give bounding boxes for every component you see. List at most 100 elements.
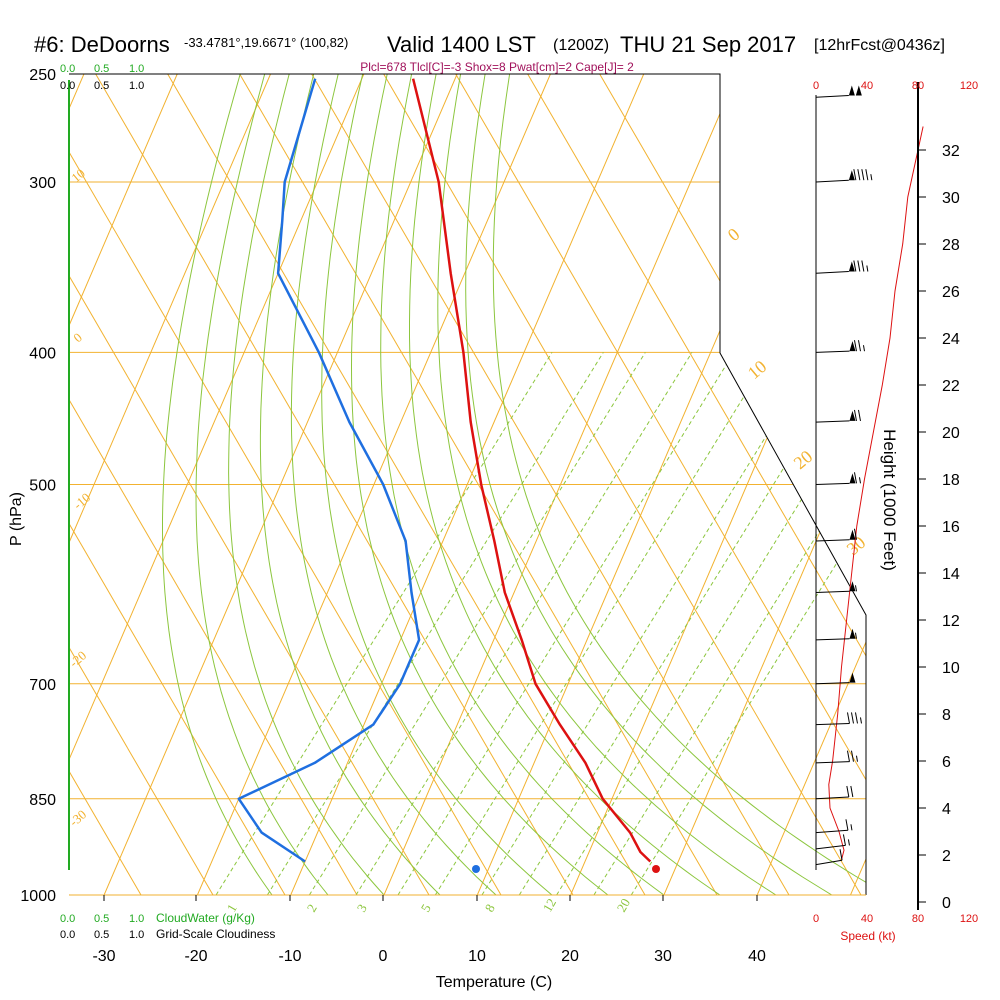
height-tick-label: 8 [942,707,951,724]
moist-adiabat-line [321,74,553,895]
dry-adiabat-line [432,74,866,895]
moist-adiabat-line [259,74,441,895]
cloudwater-scale-0: 0.0 [60,63,75,75]
wind-barb-staff [815,761,850,764]
thermo-grid [69,74,866,895]
height-tick-label: 18 [942,472,960,489]
isotherm-label: -10 [70,490,93,513]
wind-panel [815,85,924,870]
cloudwater-scale-bottom-0: 0.0 [60,913,75,925]
y-tick-label: 500 [29,478,56,495]
y-tick-label: 250 [29,67,56,84]
isotherm-label: 0 [724,224,744,245]
dry-adiabat-line [576,74,866,895]
wind-barb-feather [850,785,854,798]
wind-barb [815,672,856,685]
wind-barb-flag [848,85,855,96]
stability-indices: Plcl=678 Tlcl[C]=-3 Shox=8 Pwat[cm]=2 Ca… [360,60,634,74]
height-tick-label: 10 [942,660,960,677]
wind-barb-staff [815,482,850,485]
height-tick-label: 14 [942,566,960,583]
x-tick-label: -30 [92,948,115,965]
mixing-ratio-line [266,352,604,895]
moist-adiabat-line [437,74,777,895]
height-tick-label: 26 [942,284,960,301]
dewpoint-profile [237,78,421,863]
isotherm-label: 20 [790,446,817,473]
mixing-ratio-line [481,352,819,895]
height-tick-label: 6 [942,754,951,771]
wind-barb-staff [815,350,850,353]
wind-barb-half-feather [859,717,862,724]
wind-barb [815,169,873,183]
mixing-ratio-line [518,352,856,895]
y-tick-label: 850 [29,792,56,809]
speed-tick-bottom-120: 120 [960,913,978,925]
cloudwater-scale-bottom-05: 0.5 [94,913,109,925]
wind-barb-feather [857,169,861,181]
isotherm-line [69,74,271,895]
wind-barb [815,628,857,641]
mixing-ratio-line [434,352,772,895]
speed-axis-label: Speed (kt) [840,929,895,943]
dry-adiabat-line [69,74,358,895]
wind-barb-feather [853,409,857,422]
height-tick-label: 32 [942,143,960,160]
moist-adiabat-line [228,74,385,895]
wind-barb [815,785,854,800]
isotherm-line [383,74,738,895]
wind-barb [815,340,865,353]
speed-tick-bottom-80: 80 [912,913,924,925]
y-tick-label: 300 [29,175,56,192]
cloudiness-scale-1: 1.0 [129,80,144,92]
wind-barb-flag [849,672,856,683]
wind-barb [815,712,862,726]
wind-barb-staff [815,844,846,850]
dry-adiabat-line [69,74,286,895]
isotherm-line [69,74,178,895]
moist-adiabat-line [380,74,665,895]
mixing-ratio-label: 3 [354,901,370,914]
height-axis-title: Height (1000 Feet) [880,429,899,571]
wind-barb [815,849,843,866]
height-tick-label: 24 [942,331,960,348]
dry-adiabat-line [69,74,502,895]
dry-adiabat-line [72,74,574,895]
y-tick-label: 400 [29,345,56,362]
x-tick-label: -10 [278,948,301,965]
dry-adiabat-line [69,74,214,895]
wind-barb [815,581,857,593]
mixing-ratio-line [556,352,866,895]
wind-barb-feather [854,712,858,724]
wind-barb-feather [850,712,854,724]
wind-barb-staff [815,682,850,685]
wind-barb-half-feather [870,174,873,181]
isotherm-line [196,74,551,895]
speed-tick-top-80: 80 [912,80,924,92]
x-axis-title: Temperature (C) [436,974,552,991]
wind-barb [815,472,861,485]
sounding-series [237,78,660,873]
wind-barb-flag [849,628,856,639]
moist-adiabat-line [162,74,273,895]
speed-tick-bottom-40: 40 [861,913,873,925]
mixing-ratio-label: 2 [304,901,320,914]
height-tick-label: 28 [942,237,960,254]
moist-adiabat-line [290,74,497,895]
dry-adiabat-line [69,74,70,895]
wind-speed-profile [828,126,924,860]
wind-barb-feather [846,712,850,724]
cloudiness-scale-bottom-1: 1.0 [129,929,144,941]
wind-barb-flag [848,170,855,181]
wind-barb-flag [855,85,862,96]
x-tick-label: 30 [654,948,672,965]
wind-barb-feather [853,169,857,181]
y-axis-title: P (hPa) [8,492,25,546]
wind-barb-feather [845,819,849,831]
wind-barb-feather [857,260,861,272]
wind-barb-staff [815,420,850,423]
wind-barb-half-feather [866,265,869,272]
wind-barb-flag [849,473,856,484]
wind-barb-half-feather [858,477,861,484]
